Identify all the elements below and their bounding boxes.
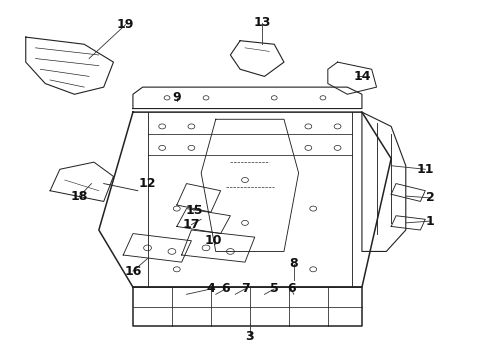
Text: 18: 18 — [71, 190, 88, 203]
Text: 1: 1 — [426, 215, 435, 228]
Text: 16: 16 — [124, 265, 142, 278]
Text: 13: 13 — [253, 16, 271, 29]
Text: 6: 6 — [221, 283, 230, 296]
Text: 19: 19 — [117, 18, 134, 31]
Text: 12: 12 — [139, 177, 156, 190]
Text: 6: 6 — [287, 283, 295, 296]
Text: 11: 11 — [416, 163, 434, 176]
Text: 5: 5 — [270, 283, 279, 296]
Text: 14: 14 — [353, 70, 370, 83]
Text: 8: 8 — [290, 257, 298, 270]
Text: 2: 2 — [426, 192, 435, 204]
Text: 7: 7 — [241, 283, 249, 296]
Text: 17: 17 — [183, 218, 200, 231]
Text: 4: 4 — [206, 283, 215, 296]
Text: 3: 3 — [245, 330, 254, 343]
Text: 15: 15 — [185, 204, 202, 217]
Text: 9: 9 — [172, 91, 181, 104]
Text: 10: 10 — [205, 234, 222, 247]
